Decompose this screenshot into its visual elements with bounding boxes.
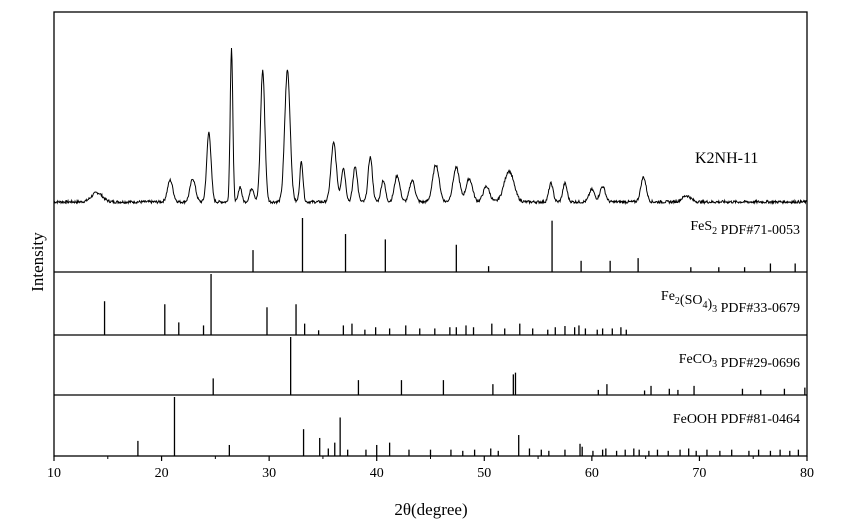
x-tick-label: 20	[155, 466, 169, 481]
x-tick-label: 10	[47, 466, 61, 481]
reference-panel-2: Fe2(SO4)3 PDF#33-0679	[103, 274, 800, 335]
x-tick-label: 50	[477, 466, 491, 481]
reference-label: FeCO3 PDF#29-0696	[679, 352, 800, 371]
sample-label: K2NH-11	[695, 150, 758, 167]
x-tick-label: 60	[585, 466, 599, 481]
reference-label: Fe2(SO4)3 PDF#33-0679	[661, 289, 800, 316]
y-axis-label: Intensity	[28, 232, 47, 292]
x-tick-label: 70	[692, 466, 706, 481]
reference-panel-4: FeOOH PDF#81-0464	[137, 397, 800, 456]
x-axis: 10 20 30 40 50 60 70 80	[47, 456, 814, 481]
sample-pattern-line	[53, 47, 808, 206]
reference-label: FeOOH PDF#81-0464	[673, 412, 800, 427]
x-tick-label: 80	[800, 466, 814, 481]
reference-label: FeS2 PDF#71-0053	[690, 219, 800, 238]
reference-panel-3: FeCO3 PDF#29-0696	[212, 337, 806, 395]
reference-panel-1: FeS2 PDF#71-0053	[252, 218, 800, 272]
x-axis-label: 2θ(degree)	[394, 500, 467, 519]
x-tick-label: 30	[262, 466, 276, 481]
x-tick-label: 40	[370, 466, 384, 481]
reference-panels: FeS2 PDF#71-0053 Fe2(SO4)3 PDF#33-0679 FeC…	[103, 218, 806, 456]
sample-panel	[53, 47, 808, 206]
